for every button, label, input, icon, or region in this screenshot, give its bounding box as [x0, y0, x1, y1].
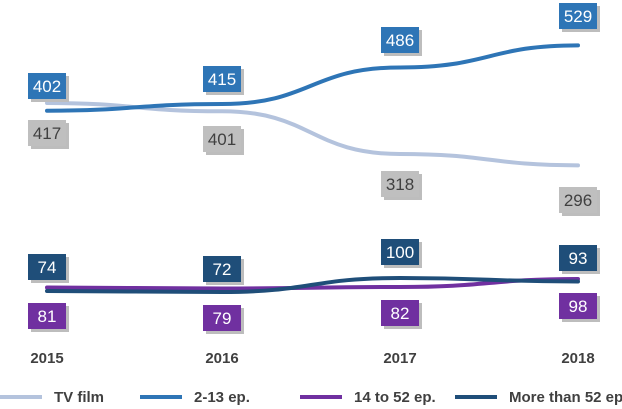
- series-line: [45, 43, 580, 113]
- legend-label: 14 to 52 ep.: [354, 388, 436, 406]
- data-label-box: [559, 187, 597, 213]
- legend-swatch: [300, 395, 342, 399]
- data-label-box: [203, 126, 241, 152]
- x-axis: 2015 2016 2017 2018: [30, 350, 594, 367]
- legend-item: More than 52 ep.: [455, 386, 622, 408]
- data-label: 81: [28, 303, 69, 332]
- data-label-value: 318: [386, 175, 414, 194]
- data-label-box: [381, 27, 419, 53]
- data-label: 402: [28, 73, 69, 102]
- legend-item: 14 to 52 ep.: [300, 386, 436, 408]
- data-label: 79: [203, 305, 244, 334]
- data-label-box: [559, 3, 597, 29]
- legend-item: TV film: [0, 386, 104, 408]
- data-label-value: 415: [208, 70, 236, 89]
- data-label: 296: [559, 187, 600, 216]
- data-label-value: 72: [213, 260, 232, 279]
- data-label-box: [559, 293, 597, 319]
- data-label-box: [203, 256, 241, 282]
- data-label-value: 402: [33, 77, 61, 96]
- data-label-box: [381, 300, 419, 326]
- legend-swatch: [0, 395, 42, 399]
- data-label-value: 529: [564, 7, 592, 26]
- data-label-box: [203, 66, 241, 92]
- series-line: [45, 275, 580, 295]
- data-label-box: [28, 73, 66, 99]
- legend-swatch: [455, 395, 497, 399]
- x-tick-label: 2017: [383, 350, 416, 367]
- data-label: 74: [28, 254, 69, 283]
- data-label-box: [559, 245, 597, 271]
- data-label: 529: [559, 3, 600, 32]
- series-lines: [45, 43, 580, 295]
- legend-label: More than 52 ep.: [509, 388, 622, 406]
- data-label: 415: [203, 66, 244, 95]
- data-label-value: 486: [386, 31, 414, 50]
- legend: TV film 2-13 ep. 14 to 52 ep. More than 52 …: [0, 386, 622, 408]
- data-label-box: [28, 120, 66, 146]
- data-label-value: 417: [33, 124, 61, 143]
- data-label: 72: [203, 256, 244, 285]
- data-label-value: 82: [391, 304, 410, 323]
- series-line: [45, 277, 580, 291]
- data-label-value: 401: [208, 130, 236, 149]
- data-label-value: 74: [38, 258, 57, 277]
- x-tick-label: 2015: [30, 350, 63, 367]
- data-label-value: 100: [386, 243, 414, 262]
- series-line: [45, 101, 580, 168]
- data-label: 82: [381, 300, 422, 329]
- legend-swatch: [140, 395, 182, 399]
- data-label-box: [381, 239, 419, 265]
- data-label-box: [28, 303, 66, 329]
- data-label-box: [203, 305, 241, 331]
- data-label-value: 93: [569, 249, 588, 268]
- data-label-value: 81: [38, 307, 57, 326]
- data-label-value: 98: [569, 297, 588, 316]
- data-label-box: [28, 254, 66, 280]
- data-label-value: 79: [213, 309, 232, 328]
- x-tick-label: 2018: [561, 350, 594, 367]
- data-label: 417: [28, 120, 69, 149]
- data-label: 100: [381, 239, 422, 268]
- legend-label: 2-13 ep.: [194, 388, 250, 406]
- data-label-box: [381, 171, 419, 197]
- data-label: 401: [203, 126, 244, 155]
- data-label: 318: [381, 171, 422, 200]
- legend-label: TV film: [54, 388, 105, 406]
- x-tick-label: 2016: [205, 350, 238, 367]
- data-label: 98: [559, 293, 600, 322]
- legend-item: 2-13 ep.: [140, 386, 250, 408]
- data-labels: 417 401 318 296 402 415 486 529 81 79 82 98 74 72 100 9…: [28, 3, 600, 334]
- data-label: 93: [559, 245, 600, 274]
- data-label-value: 296: [564, 191, 592, 210]
- data-label: 486: [381, 27, 422, 56]
